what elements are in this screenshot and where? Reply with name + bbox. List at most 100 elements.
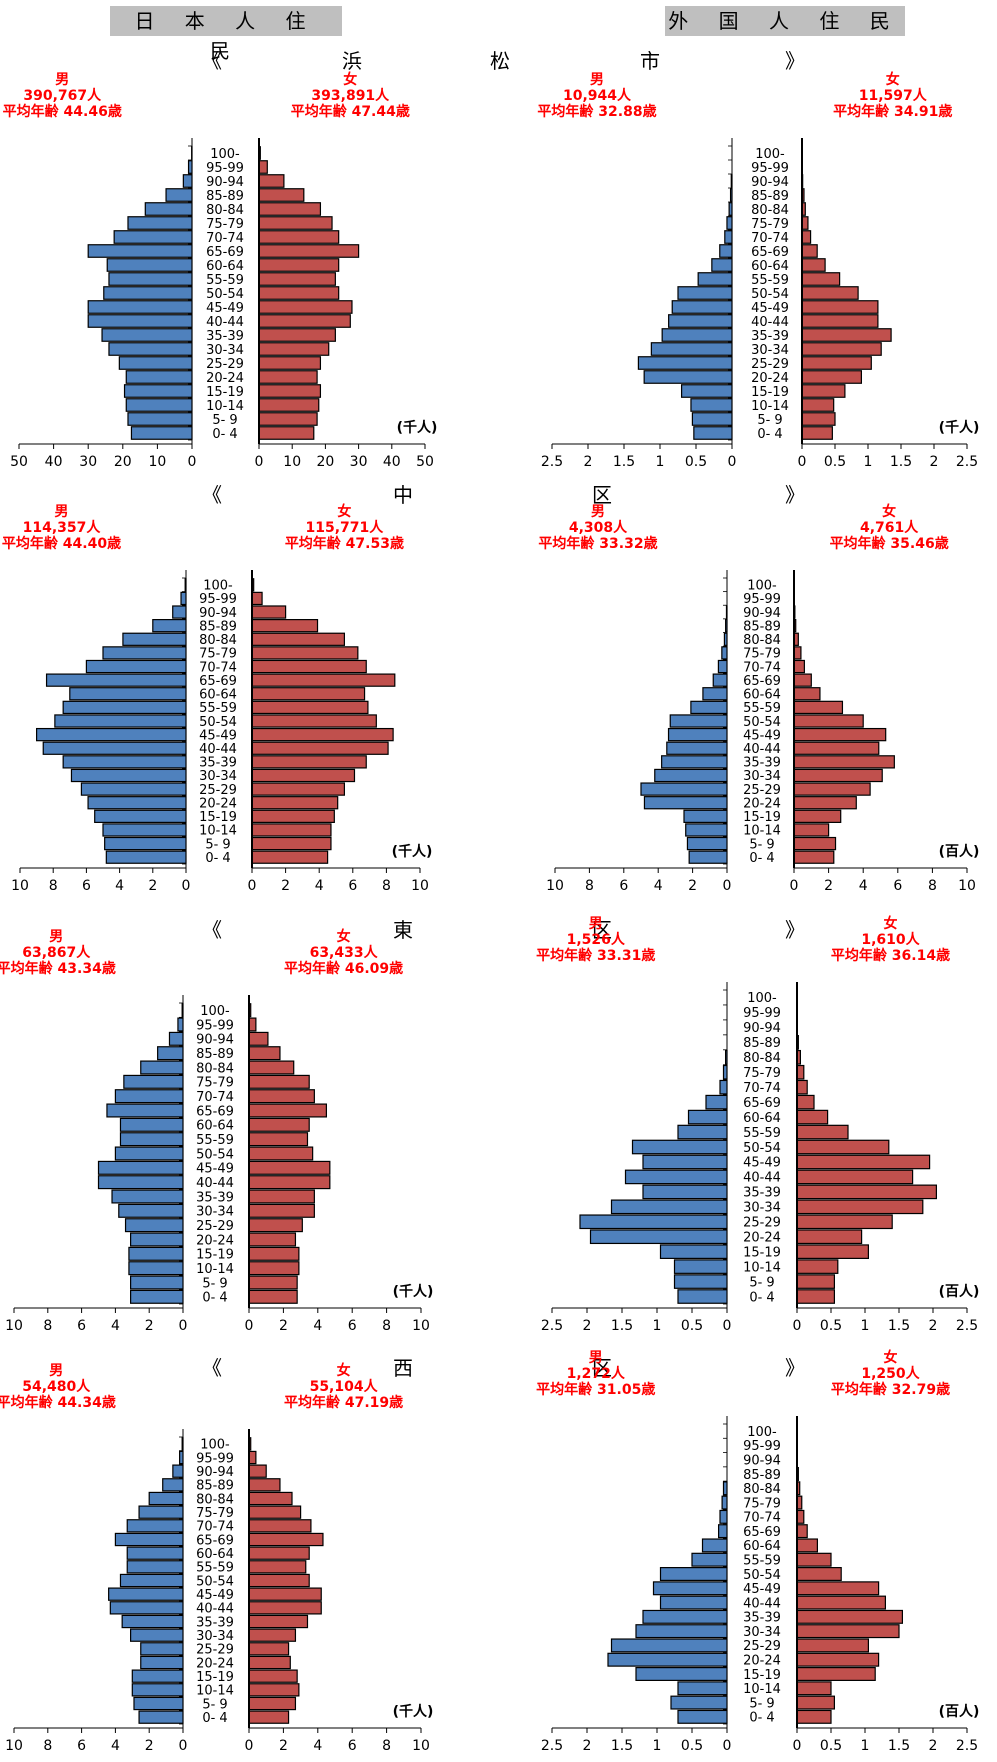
female-x-tick-label: 0 <box>255 454 264 470</box>
male-bar <box>162 1478 184 1492</box>
female-label: 女 <box>882 503 896 520</box>
male-bar <box>607 1652 728 1667</box>
age-label: 95-99 <box>751 161 789 176</box>
male-bar <box>677 1124 728 1140</box>
female-bar <box>796 1199 924 1215</box>
male-bar <box>140 1060 184 1075</box>
male-bar <box>108 1587 184 1601</box>
female-bar <box>796 1695 836 1710</box>
age-label: 35-39 <box>751 329 789 344</box>
female-bar <box>258 244 360 258</box>
female-bar <box>796 1595 887 1610</box>
male-count: 1,272人 <box>567 1365 626 1382</box>
female-avg-age: 平均年齢 34.91歳 <box>833 103 952 120</box>
age-label: 45-49 <box>743 728 781 743</box>
male-bar <box>97 1160 184 1175</box>
female-bar <box>251 741 389 755</box>
male-bar <box>144 202 193 216</box>
male-bar <box>677 286 733 300</box>
age-label: 10-14 <box>206 399 244 414</box>
female-x-tick-label: 10 <box>412 1318 430 1334</box>
age-label: 100- <box>747 991 777 1006</box>
female-bar <box>793 796 857 810</box>
female-bar <box>258 384 322 398</box>
female-bar <box>793 687 821 701</box>
female-bar <box>248 1601 322 1615</box>
female-bar <box>793 741 880 755</box>
age-label: 80-84 <box>199 633 237 648</box>
male-bar <box>179 1450 184 1465</box>
male-bar <box>105 850 187 864</box>
female-bar <box>258 160 268 174</box>
male-x-tick-label: 50 <box>10 454 28 470</box>
age-label: 50-54 <box>199 715 237 730</box>
male-bar <box>119 1573 184 1588</box>
male-bar <box>642 1154 728 1170</box>
male-x-tick-label: 0 <box>723 1318 732 1334</box>
age-label: 20-24 <box>196 1233 234 1248</box>
female-bar <box>248 1450 257 1465</box>
female-bar <box>793 700 844 715</box>
female-x-tick-label: 1.5 <box>888 1738 910 1754</box>
age-label: 35-39 <box>743 756 781 771</box>
age-label: 0- 4 <box>202 1291 227 1306</box>
male-count: 1,526人 <box>567 931 626 948</box>
row-title-char: 《 <box>202 1356 222 1380</box>
female-bar <box>248 1175 331 1190</box>
age-label: 95-99 <box>206 161 244 176</box>
female-bar <box>251 850 329 864</box>
female-bar <box>801 384 846 398</box>
male-bar <box>677 1289 728 1304</box>
age-label: 70-74 <box>743 1511 781 1526</box>
female-bar <box>258 286 340 300</box>
male-bar <box>42 741 187 755</box>
age-label: 35-39 <box>743 1611 781 1626</box>
male-x-tick-label: 2.5 <box>541 454 563 470</box>
unit-label: (千人) <box>393 1283 434 1300</box>
age-label: 60-64 <box>751 259 789 274</box>
male-x-tick-label: 2.5 <box>541 1738 563 1754</box>
female-bar <box>793 727 887 742</box>
female-x-tick-label: 0.5 <box>820 1318 842 1334</box>
female-bar <box>796 1169 914 1185</box>
female-bar <box>248 1160 331 1175</box>
male-bar <box>182 174 193 188</box>
female-avg-age: 平均年齢 36.14歳 <box>831 947 950 964</box>
female-bar <box>258 370 318 384</box>
female-bar <box>251 700 369 715</box>
age-label: 85-89 <box>196 1047 234 1062</box>
male-bar <box>690 398 733 412</box>
male-x-tick-label: 0 <box>723 1738 732 1754</box>
male-bar <box>165 188 193 202</box>
male-bar <box>69 687 187 701</box>
age-label: 90-94 <box>206 175 244 190</box>
age-label: 85-89 <box>743 1468 781 1483</box>
male-bar <box>717 659 728 674</box>
age-label: 15-19 <box>743 1668 781 1683</box>
female-bar <box>251 619 319 633</box>
female-bar <box>248 1117 310 1132</box>
age-label: 45-49 <box>199 728 237 743</box>
male-bar <box>130 1289 184 1304</box>
age-label: 5- 9 <box>757 413 782 428</box>
male-avg-age: 平均年齢 44.46歳 <box>3 103 122 120</box>
age-label: 10-14 <box>743 1260 781 1275</box>
female-x-tick-label: 0.5 <box>820 1738 842 1754</box>
female-x-tick-label: 0 <box>798 454 807 470</box>
female-x-tick-label: 50 <box>416 454 434 470</box>
female-bar <box>248 1232 297 1247</box>
male-bar <box>122 632 187 646</box>
male-avg-age: 平均年齢 44.34歳 <box>0 1394 116 1411</box>
male-label: 男 <box>55 504 69 520</box>
row-title-char: 西 <box>393 1356 413 1380</box>
male-label: 男 <box>49 1363 63 1379</box>
female-bar <box>793 755 895 769</box>
female-x-tick-label: 1.5 <box>888 1318 910 1334</box>
male-x-tick-label: 1 <box>653 1318 662 1334</box>
row-title-char: 》 <box>785 483 805 507</box>
male-bar <box>661 755 728 769</box>
age-label: 45-49 <box>196 1162 234 1177</box>
age-label: 60-64 <box>743 1111 781 1126</box>
row-title-char: 区 <box>592 483 612 507</box>
male-x-tick-label: 1 <box>653 1738 662 1754</box>
